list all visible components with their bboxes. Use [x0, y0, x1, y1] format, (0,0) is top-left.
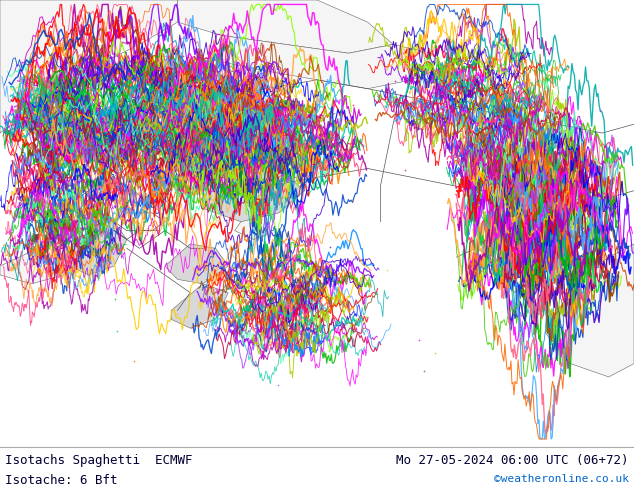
- Text: ©weatheronline.co.uk: ©weatheronline.co.uk: [494, 474, 629, 484]
- Text: Isotachs Spaghetti  ECMWF: Isotachs Spaghetti ECMWF: [5, 454, 193, 466]
- Text: Mo 27-05-2024 06:00 UTC (06+72): Mo 27-05-2024 06:00 UTC (06+72): [396, 454, 629, 466]
- Text: Isotache: 6 Bft: Isotache: 6 Bft: [5, 474, 117, 487]
